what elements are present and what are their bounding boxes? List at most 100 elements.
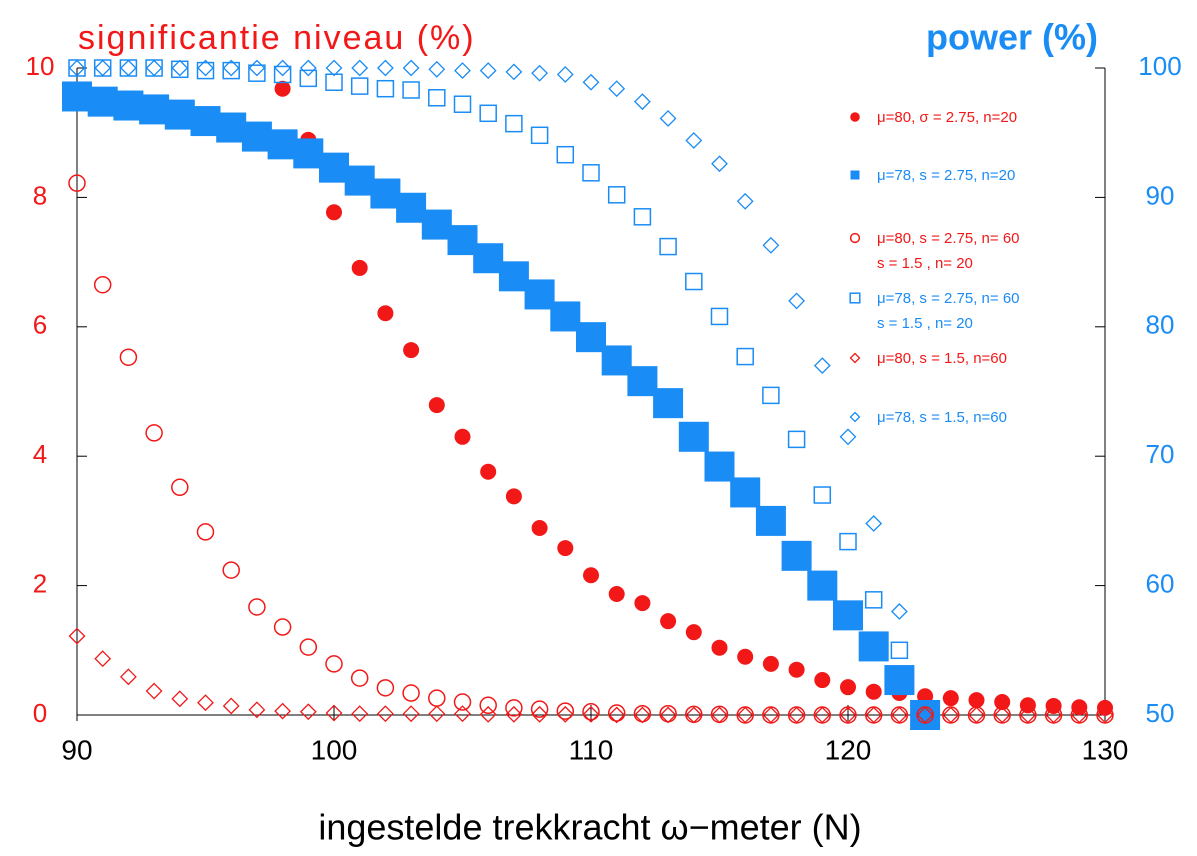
point bbox=[377, 305, 394, 322]
y-tick-label: 4 bbox=[33, 439, 47, 469]
point bbox=[858, 631, 889, 662]
point bbox=[890, 706, 908, 724]
point bbox=[428, 60, 446, 78]
point bbox=[1096, 706, 1114, 724]
legend-label: μ=80, σ = 2.75, n=20 bbox=[877, 108, 1018, 126]
point bbox=[1045, 706, 1063, 724]
point bbox=[678, 421, 709, 452]
point bbox=[454, 428, 471, 445]
point bbox=[453, 95, 472, 113]
point bbox=[762, 386, 780, 405]
point bbox=[139, 94, 170, 125]
point bbox=[839, 706, 857, 724]
point bbox=[505, 114, 523, 133]
point bbox=[222, 59, 240, 77]
point bbox=[119, 59, 138, 77]
point bbox=[627, 366, 658, 397]
point bbox=[1019, 697, 1036, 714]
point bbox=[601, 345, 632, 376]
point bbox=[325, 655, 343, 673]
point bbox=[833, 600, 863, 631]
y2-tick-label: 50 bbox=[1146, 698, 1175, 728]
point bbox=[113, 90, 144, 121]
point bbox=[447, 225, 478, 256]
point bbox=[685, 132, 703, 149]
point bbox=[325, 59, 343, 77]
point bbox=[454, 62, 471, 80]
point bbox=[659, 110, 677, 127]
x-tick-label: 90 bbox=[61, 734, 92, 765]
point bbox=[376, 679, 395, 697]
point bbox=[813, 486, 832, 504]
point bbox=[607, 704, 626, 722]
point bbox=[62, 81, 92, 112]
point bbox=[704, 451, 735, 482]
point bbox=[403, 342, 420, 359]
point bbox=[94, 650, 112, 668]
point bbox=[530, 700, 549, 718]
point bbox=[840, 679, 856, 696]
legend-marker bbox=[850, 170, 860, 180]
y2-tick-label: 60 bbox=[1146, 568, 1175, 598]
point bbox=[453, 693, 472, 711]
point bbox=[736, 192, 754, 210]
point bbox=[94, 59, 112, 77]
point bbox=[968, 706, 985, 724]
point bbox=[608, 706, 626, 724]
point bbox=[93, 59, 112, 77]
point bbox=[480, 463, 497, 480]
point bbox=[274, 702, 292, 720]
point bbox=[505, 488, 522, 505]
point bbox=[326, 204, 342, 221]
point bbox=[530, 126, 549, 145]
point bbox=[248, 701, 266, 719]
legend-label: μ=78, s = 2.75, n= 60 s = 1.5 , n= 20 bbox=[877, 289, 1020, 332]
point bbox=[730, 477, 761, 508]
point bbox=[710, 705, 729, 724]
point bbox=[556, 705, 574, 723]
point bbox=[145, 682, 163, 700]
point bbox=[582, 164, 600, 182]
legend-marker bbox=[849, 232, 861, 244]
point bbox=[607, 186, 626, 204]
legend-label: μ=78, s = 2.75, n=20 bbox=[877, 166, 1016, 184]
point bbox=[421, 209, 452, 240]
point bbox=[293, 138, 324, 169]
point bbox=[241, 121, 272, 152]
point bbox=[505, 705, 523, 723]
x-tick-label: 100 bbox=[311, 734, 358, 765]
point bbox=[762, 706, 780, 724]
y2-tick-label: 80 bbox=[1146, 310, 1175, 340]
point bbox=[351, 705, 369, 723]
y2-tick-label: 90 bbox=[1146, 180, 1175, 210]
x-tick-label: 110 bbox=[569, 734, 614, 765]
point bbox=[788, 661, 805, 678]
x-axis-title: ingestelde trekkracht ω−meter (N) bbox=[318, 807, 861, 848]
point bbox=[402, 705, 420, 723]
point bbox=[428, 705, 446, 723]
point bbox=[1070, 706, 1088, 724]
point bbox=[119, 59, 137, 77]
point bbox=[87, 86, 118, 117]
point bbox=[267, 129, 298, 160]
point bbox=[299, 703, 317, 721]
point bbox=[505, 63, 523, 81]
point bbox=[171, 59, 189, 77]
point bbox=[370, 178, 401, 209]
point bbox=[531, 64, 549, 82]
point bbox=[711, 706, 728, 724]
point bbox=[299, 638, 318, 656]
point bbox=[755, 505, 786, 536]
legend-marker bbox=[849, 292, 861, 304]
point bbox=[402, 684, 420, 702]
point bbox=[890, 603, 908, 620]
x-tick-label: 120 bbox=[825, 734, 872, 765]
point bbox=[814, 672, 831, 689]
point bbox=[68, 627, 86, 645]
point bbox=[660, 613, 677, 630]
y2-tick-label: 100 bbox=[1138, 51, 1181, 81]
point bbox=[396, 192, 427, 223]
point bbox=[787, 430, 806, 449]
right-axis-title: power (%) bbox=[926, 17, 1098, 58]
